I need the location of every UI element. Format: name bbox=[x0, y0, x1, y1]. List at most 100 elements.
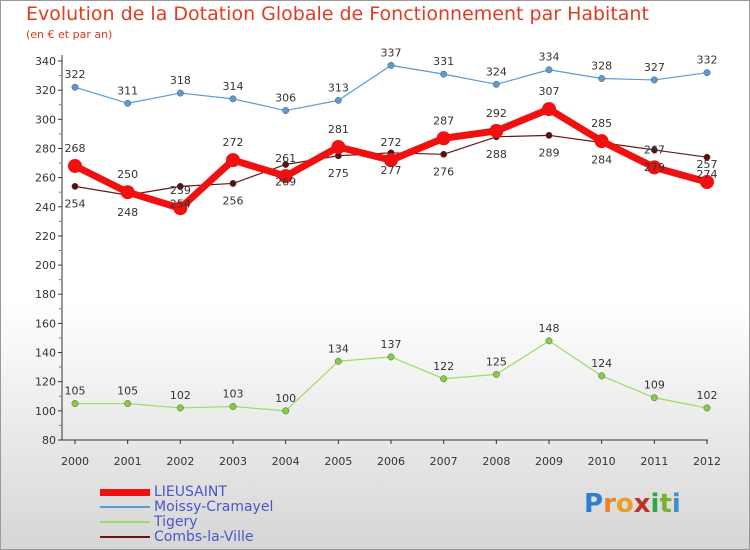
logo-letter: r bbox=[603, 489, 616, 519]
point-moissy-cramayel bbox=[703, 69, 711, 77]
point-lieusaint bbox=[226, 153, 240, 168]
data-label-combs-la-ville: 248 bbox=[117, 206, 138, 219]
data-label-moissy-cramayel: 331 bbox=[433, 55, 454, 68]
axes: 80 100 120 140 160 180 200 220 240 260 280 300 320 34… bbox=[35, 55, 721, 468]
x-tick-label: 2010 bbox=[588, 455, 616, 468]
data-label-lieusaint: 272 bbox=[223, 136, 244, 149]
data-label-combs-la-ville: 269 bbox=[275, 175, 296, 188]
legend-swatch-moissy-cramayel bbox=[100, 506, 150, 508]
x-tick-label: 2001 bbox=[114, 455, 142, 468]
point-lieusaint bbox=[331, 140, 346, 155]
point-moissy-cramayel bbox=[440, 70, 448, 78]
data-label-combs-la-ville: 277 bbox=[381, 164, 402, 177]
point-moissy-cramayel bbox=[71, 83, 79, 91]
y-tick-label: 260 bbox=[35, 172, 56, 185]
y-tick-label: 300 bbox=[35, 113, 56, 126]
point-tigery bbox=[124, 400, 132, 408]
data-label-tigery: 102 bbox=[697, 389, 718, 402]
legend-swatch-combs-la-ville bbox=[100, 536, 150, 538]
data-label-combs-la-ville: 256 bbox=[223, 194, 244, 207]
point-combs-la-ville bbox=[650, 146, 658, 154]
y-tick-label: 220 bbox=[35, 230, 56, 243]
point-moissy-cramayel bbox=[650, 76, 658, 84]
point-lieusaint bbox=[594, 134, 609, 149]
data-label-tigery: 134 bbox=[328, 342, 349, 355]
x-tick-label: 2007 bbox=[430, 455, 458, 468]
data-label-combs-la-ville: 254 bbox=[170, 197, 191, 210]
data-label-lieusaint: 292 bbox=[486, 107, 507, 120]
legend-item-lieusaint: LIEUSAINT bbox=[100, 484, 340, 500]
chart-subtitle: (en € et par an) bbox=[26, 28, 113, 41]
y-tick-label: 240 bbox=[35, 201, 56, 214]
legend-item-tigery: Tigery bbox=[100, 514, 340, 530]
data-label-moissy-cramayel: 337 bbox=[381, 46, 402, 59]
point-tigery bbox=[387, 353, 395, 361]
x-tick-label: 2004 bbox=[272, 455, 300, 468]
point-combs-la-ville bbox=[282, 161, 290, 168]
point-tigery bbox=[71, 400, 79, 408]
x-tick-label: 2008 bbox=[482, 455, 510, 468]
data-label-combs-la-ville: 284 bbox=[591, 154, 612, 167]
point-tigery bbox=[176, 404, 184, 412]
data-label-combs-la-ville: 274 bbox=[697, 168, 718, 181]
x-tick-label: 2005 bbox=[324, 455, 352, 468]
data-label-lieusaint: 281 bbox=[328, 123, 349, 136]
point-tigery bbox=[492, 370, 500, 378]
point-lieusaint bbox=[120, 185, 135, 200]
legend-swatch-tigery bbox=[100, 521, 150, 523]
data-label-moissy-cramayel: 324 bbox=[486, 65, 507, 78]
point-tigery bbox=[703, 404, 711, 412]
point-lieusaint bbox=[700, 174, 714, 189]
point-moissy-cramayel bbox=[334, 96, 342, 104]
data-label-tigery: 105 bbox=[65, 385, 86, 398]
logo-letter: o bbox=[615, 489, 634, 519]
legend-label-lieusaint: LIEUSAINT bbox=[154, 484, 227, 500]
series-layer bbox=[68, 61, 714, 415]
point-combs-la-ville bbox=[71, 182, 79, 190]
x-tick-label: 2012 bbox=[693, 455, 721, 468]
point-moissy-cramayel bbox=[176, 89, 184, 97]
point-combs-la-ville bbox=[703, 153, 711, 161]
data-label-lieusaint: 250 bbox=[117, 168, 138, 181]
point-combs-la-ville bbox=[176, 182, 184, 190]
y-tick-label: 100 bbox=[35, 405, 56, 418]
y-tick-label: 180 bbox=[35, 288, 56, 301]
legend-swatch-lieusaint bbox=[100, 489, 150, 496]
data-label-moissy-cramayel: 334 bbox=[539, 51, 560, 64]
x-tick-label: 2002 bbox=[166, 455, 194, 468]
point-tigery bbox=[334, 357, 342, 365]
data-label-moissy-cramayel: 306 bbox=[275, 92, 296, 105]
data-label-lieusaint: 285 bbox=[591, 117, 612, 130]
logo-letter: x bbox=[633, 489, 651, 519]
point-tigery bbox=[229, 403, 237, 410]
point-combs-la-ville bbox=[545, 131, 553, 139]
point-moissy-cramayel bbox=[282, 107, 290, 115]
point-tigery bbox=[282, 407, 290, 415]
data-label-tigery: 125 bbox=[486, 355, 507, 368]
x-tick-label: 2000 bbox=[61, 455, 89, 468]
data-label-combs-la-ville: 279 bbox=[644, 161, 665, 174]
point-lieusaint bbox=[68, 158, 82, 173]
logo-letter: P bbox=[584, 489, 604, 519]
data-label-lieusaint: 268 bbox=[65, 142, 86, 155]
point-lieusaint bbox=[384, 153, 398, 168]
data-label-combs-la-ville: 276 bbox=[433, 165, 454, 178]
point-moissy-cramayel bbox=[387, 61, 395, 69]
point-moissy-cramayel bbox=[124, 99, 132, 107]
data-label-moissy-cramayel: 322 bbox=[65, 68, 86, 81]
logo-letter: i bbox=[671, 489, 681, 519]
data-label-combs-la-ville: 275 bbox=[328, 167, 349, 180]
y-tick-label: 320 bbox=[35, 84, 56, 97]
x-tick-label: 2003 bbox=[219, 455, 247, 468]
data-label-moissy-cramayel: 318 bbox=[170, 74, 191, 87]
chart-title: Evolution de la Dotation Globale de Fonc… bbox=[26, 3, 649, 25]
series-line-moissy-cramayel bbox=[74, 64, 708, 112]
point-combs-la-ville bbox=[229, 179, 237, 187]
point-tigery bbox=[650, 394, 658, 402]
data-label-tigery: 102 bbox=[170, 389, 191, 402]
data-label-tigery: 124 bbox=[591, 357, 612, 370]
point-lieusaint bbox=[436, 131, 451, 146]
data-label-moissy-cramayel: 313 bbox=[328, 81, 349, 94]
